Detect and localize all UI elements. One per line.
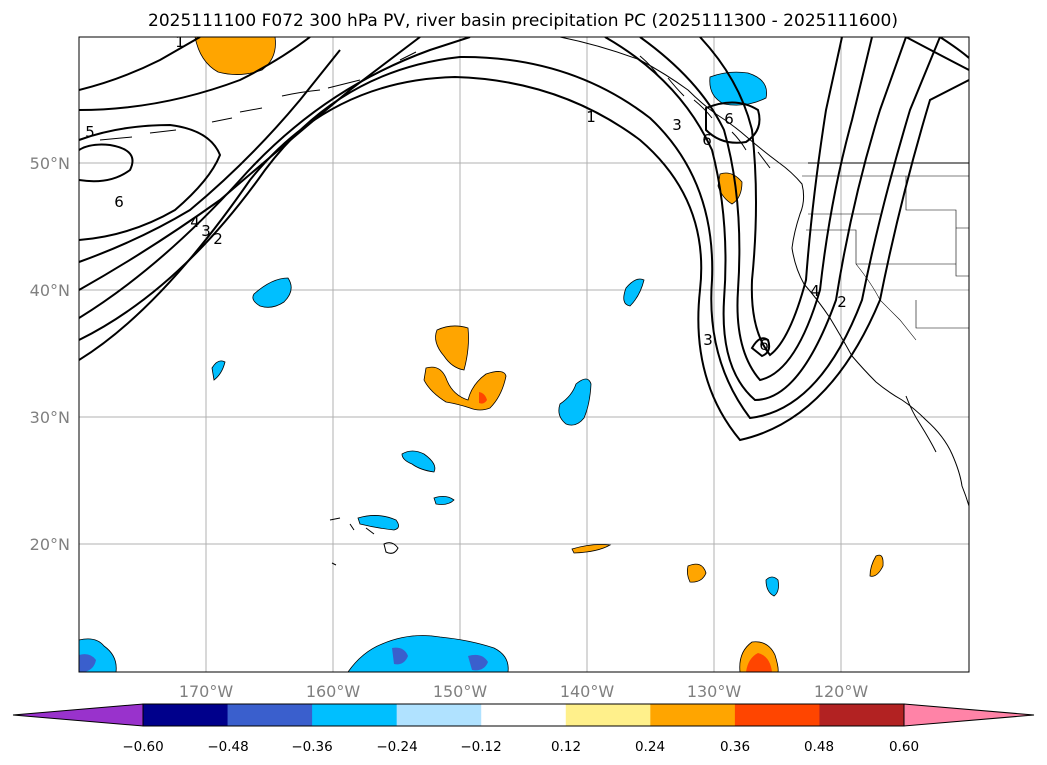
precip-negative-area [401,450,436,473]
contour-label: 6 [759,336,769,354]
pv-contour-3 [79,37,907,402]
precip-negative-area [252,277,292,308]
colorbar-over-extension [903,703,1035,727]
precip-negative-area [433,496,455,505]
colorbar-tick-label: 0.36 [720,739,750,755]
precip-negative-area [709,71,767,106]
precip-negative-area [765,576,779,597]
contour-label: 2 [213,230,223,248]
lon-tick-label: 140°W [560,682,615,701]
lon-tick-label: 150°W [433,682,488,701]
contour-label: 1 [175,33,185,51]
contour-label: 2 [837,293,847,311]
lon-tick-label: 160°W [306,682,361,701]
pv-contour-8 [79,37,311,111]
colorbar-under-extension [12,703,144,727]
colorbar-swatch [143,704,228,726]
contour-labels: 1 5 6 4 3 2 1 3 6 6 3 6 4 2 [85,33,847,354]
precip-positive-area [686,563,707,583]
colorbar-frame [142,703,905,727]
pv-contour-1 [79,75,969,442]
alaska-panhandle-islands [639,55,771,169]
lat-tick-label: 50°N [30,154,70,173]
colorbar-swatch [734,704,820,726]
pv-contour-11 [905,37,969,71]
pv-contour-4 [79,37,873,382]
contour-label: 6 [114,193,124,211]
pv-contour-9 [705,101,761,144]
precip-negative-area [211,360,226,381]
precip-positive-area [435,325,469,371]
lat-tick-label: 40°N [30,281,70,300]
precip-positive-core [479,392,487,404]
precip-negative-area [623,278,645,307]
colorbar-tick-label: −0.12 [460,739,501,755]
state-border-lines [802,175,969,341]
contour-label: 1 [586,108,596,126]
colorbar-swatch [227,704,313,726]
colorbar-tick-label: −0.24 [376,739,417,755]
lat-tick-label: 20°N [30,535,70,554]
colorbar-swatch [650,704,736,726]
colorbar-swatch [481,704,567,726]
precip-negative-area [357,515,399,531]
contour-label: 3 [703,331,713,349]
contour-label: 4 [810,282,820,300]
colorbar-swatch [396,704,482,726]
pv-contour-10 [750,337,771,358]
baja-california-coast [905,395,937,453]
pv-contour-layer [79,37,969,442]
pv-contour-2 [79,37,941,420]
contour-label: 3 [672,116,682,134]
longitude-tick-labels: 170°W 160°W 150°W 140°W 130°W 120°W [179,682,869,701]
colorbar-tick-labels: −0.60 −0.48 −0.36 −0.24 −0.12 0.12 0.24 … [122,739,919,755]
lon-tick-label: 120°W [814,682,869,701]
contour-label: 5 [85,123,95,141]
lat-tick-label: 30°N [30,408,70,427]
colorbar-tick-label: 0.60 [889,739,919,755]
colorbar-swatch [819,704,905,726]
map-frame [78,36,970,673]
precip-positive-area [194,37,276,75]
colorbar-tick-label: 0.24 [635,739,665,755]
contour-label: 6 [724,110,734,128]
colorbar: −0.60 −0.48 −0.36 −0.24 −0.12 0.12 0.24 … [12,703,1035,755]
pv-contour-5 [79,37,843,357]
figure-title: 2025111100 F072 300 hPa PV, river basin … [148,11,898,31]
state-borders [802,175,969,341]
hawaiian-islands [329,517,399,566]
colorbar-swatch [565,704,651,726]
pv-contour-6 [79,123,222,241]
precip-negative-area [347,635,509,672]
colorbar-tick-label: 0.48 [804,739,834,755]
colorbar-tick-label: −0.48 [207,739,248,755]
colorbar-swatches [143,704,905,726]
map-panel: 1 5 6 4 3 2 1 3 6 6 3 6 4 2 [78,33,970,673]
precip-negative-core [79,654,96,672]
precip-fill-layer [79,37,884,672]
precip-positive-area [869,554,884,577]
pv-contour-7 [79,143,134,183]
precip-negative-core [392,647,408,665]
contour-label: 6 [702,131,712,149]
colorbar-swatch [312,704,398,726]
precip-positive-core [746,653,772,672]
precip-negative-core [468,654,488,671]
contour-label: 3 [201,222,211,240]
colorbar-tick-label: 0.12 [551,739,581,755]
precip-negative-area [558,378,592,426]
precip-positive-area [571,544,612,554]
colorbar-tick-label: −0.60 [122,739,163,755]
contour-label: 4 [190,213,200,231]
lon-tick-label: 170°W [179,682,234,701]
lon-tick-label: 130°W [687,682,742,701]
colorbar-tick-label: −0.36 [291,739,332,755]
latitude-tick-labels: 50°N 40°N 30°N 20°N [30,154,70,554]
